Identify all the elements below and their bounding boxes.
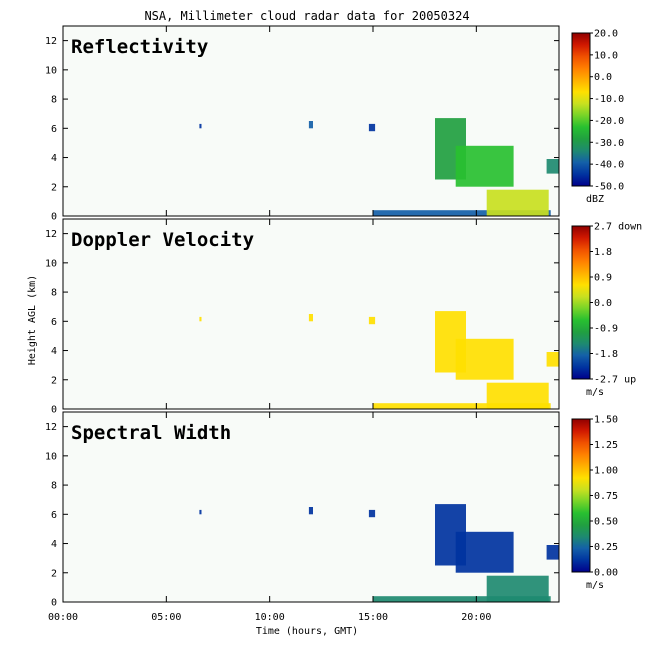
panel-label: Reflectivity [71, 36, 208, 58]
echo-region [368, 509, 376, 518]
colorbar [571, 418, 591, 573]
figure-title: NSA, Millimeter cloud radar data for 200… [144, 9, 469, 23]
colorbar-unit: m/s [586, 387, 604, 398]
colorbar [571, 32, 591, 187]
echo-region [308, 314, 313, 322]
colorbar-tick-label: 0.50 [594, 517, 618, 528]
y-tick-label: 8 [51, 95, 57, 106]
colorbar-tick-label: -0.9 [594, 324, 618, 335]
y-axis-label: Height AGL (km) [27, 275, 38, 365]
colorbar-tick-label: -30.0 [594, 138, 624, 149]
x-tick-labels: 00:00 05:00 10:00 15:00 20:00 [48, 612, 491, 623]
colorbar-tick-label: -1.8 [594, 349, 618, 360]
echo-region [368, 316, 376, 325]
colorbar-tick-label: 0.00 [594, 568, 618, 579]
panel-spectral-width: 0 2 4 6 8 10 12 Spectral Width 1.50 1.25 1.00 0.75 0… [45, 411, 618, 609]
panel-reflectivity: 0 2 4 6 8 10 12 Reflectivity 20.0 10.0 0.0 -10.0 -20… [45, 25, 624, 223]
echo-region [308, 507, 313, 515]
y-tick-label: 2 [51, 375, 57, 386]
colorbar-tick-label: 1.00 [594, 466, 618, 477]
colorbar-unit: m/s [586, 580, 604, 591]
y-tick-label: 12 [45, 422, 57, 433]
colorbar-tick-label: 1.8 [594, 247, 612, 258]
x-tick-label: 20:00 [461, 612, 491, 623]
y-tick-label: 10 [45, 65, 57, 76]
y-tick-label: 0 [51, 598, 57, 609]
y-tick-label: 6 [51, 510, 57, 521]
colorbar-tick-label: 0.0 [594, 298, 612, 309]
colorbar-tick-label: 0.0 [594, 72, 612, 83]
colorbar-tick-label: 1.50 [594, 415, 618, 426]
x-tick-label: 00:00 [48, 612, 78, 623]
y-tick-label: 4 [51, 153, 57, 164]
colorbar-tick-label: 20.0 [594, 29, 618, 40]
y-tick-label: 2 [51, 182, 57, 193]
echo-region [486, 189, 549, 216]
y-tick-label: 0 [51, 212, 57, 223]
plot-frame [62, 25, 560, 217]
x-tick-label: 05:00 [151, 612, 181, 623]
echo-region [546, 352, 559, 367]
echo-region [373, 596, 551, 602]
echo-region [199, 509, 202, 515]
colorbar-tick-label: -50.0 [594, 182, 624, 193]
colorbar-tick-label: -40.0 [594, 160, 624, 171]
colorbar-tick-label: -20.0 [594, 116, 624, 127]
echo-region [455, 145, 514, 187]
echo-region [373, 403, 551, 409]
echo-region [308, 121, 313, 129]
colorbar-tick-label: -2.7 up [594, 375, 636, 386]
y-tick-label: 12 [45, 36, 57, 47]
plot-frame [62, 411, 560, 603]
colorbar-unit: dBZ [586, 194, 604, 205]
echo-region [373, 210, 551, 216]
colorbar-tick-label: 2.7 down [594, 222, 642, 233]
echo-region [455, 531, 514, 573]
panel-doppler-velocity: 0 2 4 6 8 10 12 Doppler Velocity 2.7 down 1.8 0.9 0… [45, 218, 642, 416]
x-axis-label: Time (hours, GMT) [256, 626, 358, 637]
panel-label: Doppler Velocity [71, 229, 254, 251]
y-tick-label: 10 [45, 451, 57, 462]
colorbar-tick-label: 0.75 [594, 491, 618, 502]
echo-region [199, 316, 202, 322]
colorbar-tick-label: 0.9 [594, 273, 612, 284]
y-tick-label: 10 [45, 258, 57, 269]
echo-region [455, 338, 514, 380]
y-tick-label: 4 [51, 539, 57, 550]
x-tick-label: 10:00 [255, 612, 285, 623]
y-tick-label: 8 [51, 288, 57, 299]
colorbar [571, 225, 591, 380]
x-tick-label: 15:00 [358, 612, 388, 623]
colorbar-tick-label: 0.25 [594, 542, 618, 553]
y-tick-label: 6 [51, 124, 57, 135]
echo-region [546, 545, 559, 560]
y-tick-label: 2 [51, 568, 57, 579]
y-tick-label: 12 [45, 229, 57, 240]
plot-frame [62, 218, 560, 410]
echo-region [486, 575, 549, 602]
colorbar-tick-label: -10.0 [594, 94, 624, 105]
echo-region [368, 123, 376, 132]
y-tick-label: 0 [51, 405, 57, 416]
y-tick-label: 8 [51, 481, 57, 492]
colorbar-tick-label: 1.25 [594, 440, 618, 451]
y-tick-label: 4 [51, 346, 57, 357]
echo-region [546, 159, 559, 174]
echo-region [486, 382, 549, 409]
colorbar-tick-label: 10.0 [594, 50, 618, 61]
panel-label: Spectral Width [71, 422, 231, 444]
y-tick-label: 6 [51, 317, 57, 328]
echo-region [199, 123, 202, 129]
